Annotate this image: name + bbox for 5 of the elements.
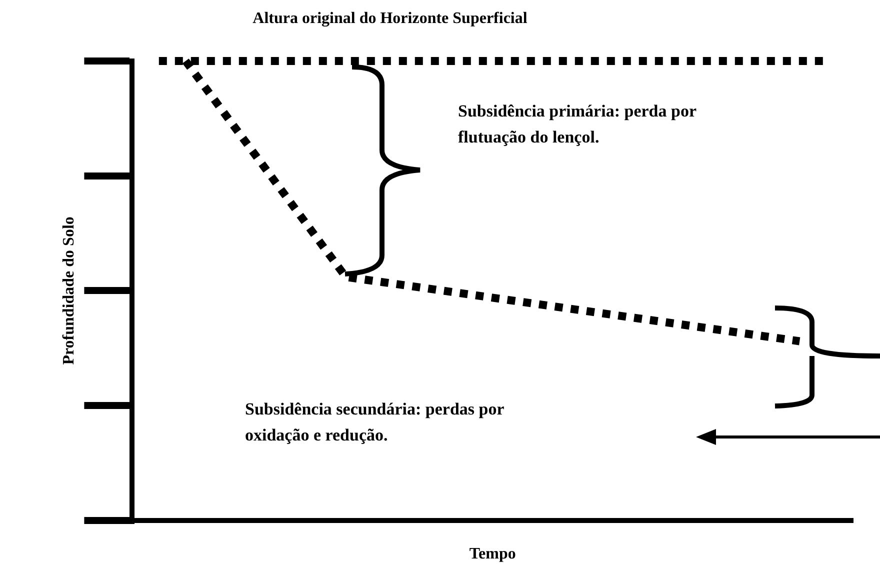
annotation: Subsidência secundária: perdas por oxidação e redução. bbox=[245, 399, 505, 444]
annotation: Subsidência primária: perda por flutuação do lençol. bbox=[458, 101, 697, 146]
y-axis-title: Profundidade do Solo bbox=[60, 216, 78, 365]
x-axis-title: Tempo bbox=[469, 546, 516, 563]
chart-title: Altura original do Horizonte Superficial bbox=[252, 10, 528, 28]
